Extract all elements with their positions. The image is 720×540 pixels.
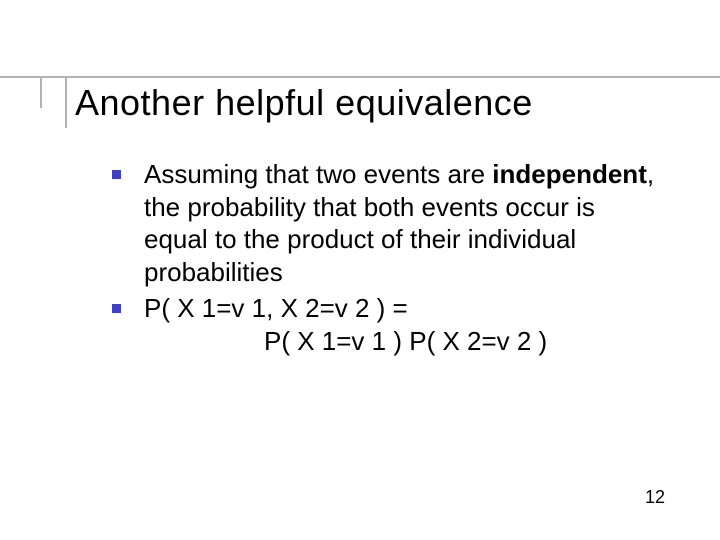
slide-title: Another helpful equivalence xyxy=(75,82,533,124)
horizontal-rule xyxy=(0,76,720,78)
bullet-formula-line1: P( X 1=v 1, X 2=v 2 ) = xyxy=(144,293,408,323)
rule-tick-long xyxy=(65,78,67,128)
bullet-text-prefix: Assuming that two events are xyxy=(144,159,492,189)
slide-body: Assuming that two events are independent… xyxy=(112,158,665,361)
page-number: 12 xyxy=(645,487,665,508)
bullet-formula-line2: P( X 1=v 1 ) P( X 2=v 2 ) xyxy=(144,325,665,358)
bullet-item: P( X 1=v 1, X 2=v 2 ) = P( X 1=v 1 ) P( … xyxy=(112,292,665,357)
slide: Another helpful equivalence Assuming tha… xyxy=(0,0,720,540)
rule-tick-short xyxy=(40,78,42,108)
bullet-square-icon xyxy=(112,304,121,313)
bullet-square-icon xyxy=(112,170,121,179)
bullet-text-bold: independent xyxy=(492,159,647,189)
bullet-item: Assuming that two events are independent… xyxy=(112,158,665,288)
